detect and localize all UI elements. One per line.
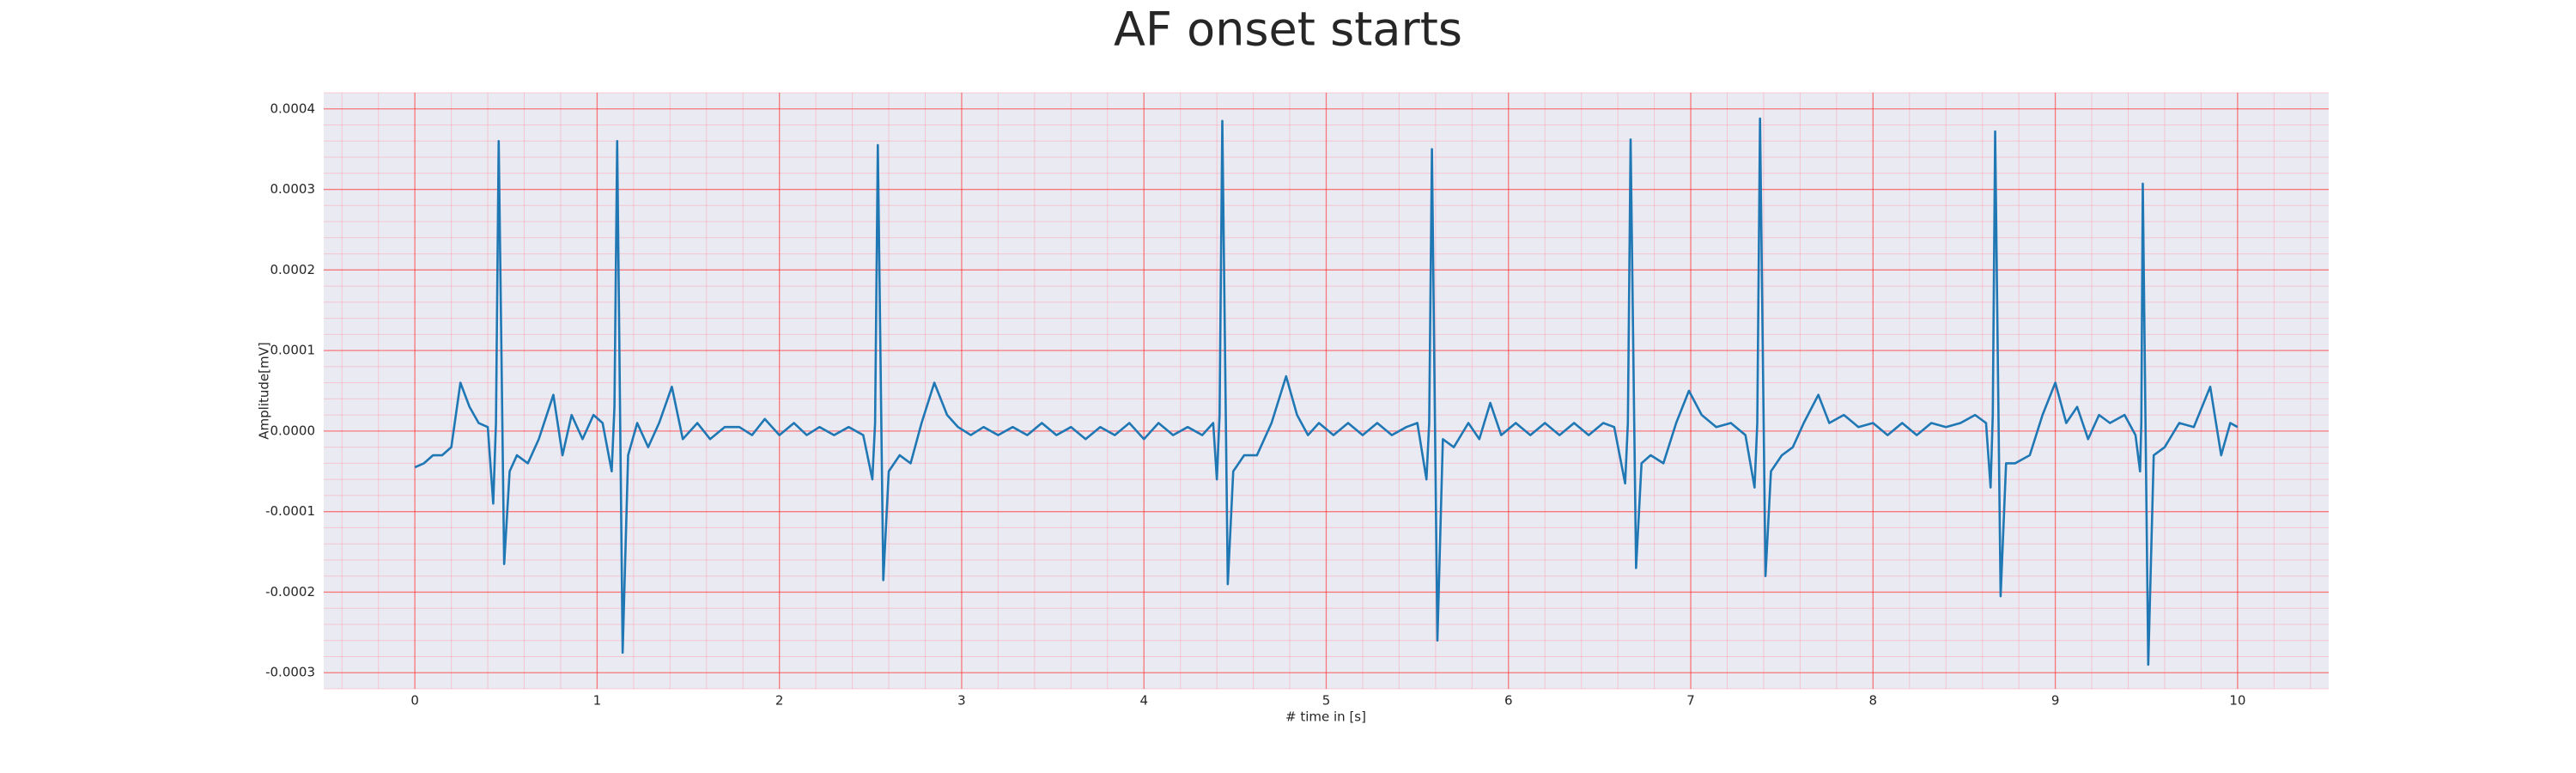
line-series <box>414 117 2239 666</box>
y-tick-label: 0.0000 <box>270 423 316 438</box>
chart-title: AF onset starts <box>1114 3 1462 57</box>
y-tick-label: -0.0002 <box>265 584 315 600</box>
x-tick-label: 2 <box>775 693 784 709</box>
y-tick-label: 0.0001 <box>270 343 316 358</box>
x-tick-label: 0 <box>410 693 419 709</box>
x-axis-label: # time in [s] <box>1285 709 1366 725</box>
y-tick-label: 0.0002 <box>270 262 316 277</box>
x-tick-label: 6 <box>1504 693 1513 709</box>
x-tick-label: 5 <box>1322 693 1331 709</box>
x-tick-label: 1 <box>593 693 602 709</box>
x-tick-label: 4 <box>1139 693 1148 709</box>
y-tick-label: 0.0004 <box>270 100 316 116</box>
y-tick-label: -0.0003 <box>265 665 315 680</box>
y-axis-label: Amplitude[mV] <box>257 342 272 439</box>
x-tick-label: 9 <box>2051 693 2060 709</box>
y-tick-label: -0.0001 <box>265 503 315 519</box>
x-tick-label: 7 <box>1686 693 1695 709</box>
x-tick-label: 3 <box>957 693 966 709</box>
x-tick-label: 8 <box>1869 693 1878 709</box>
x-tick-label: 10 <box>2229 693 2245 709</box>
y-tick-label: 0.0003 <box>270 181 316 197</box>
